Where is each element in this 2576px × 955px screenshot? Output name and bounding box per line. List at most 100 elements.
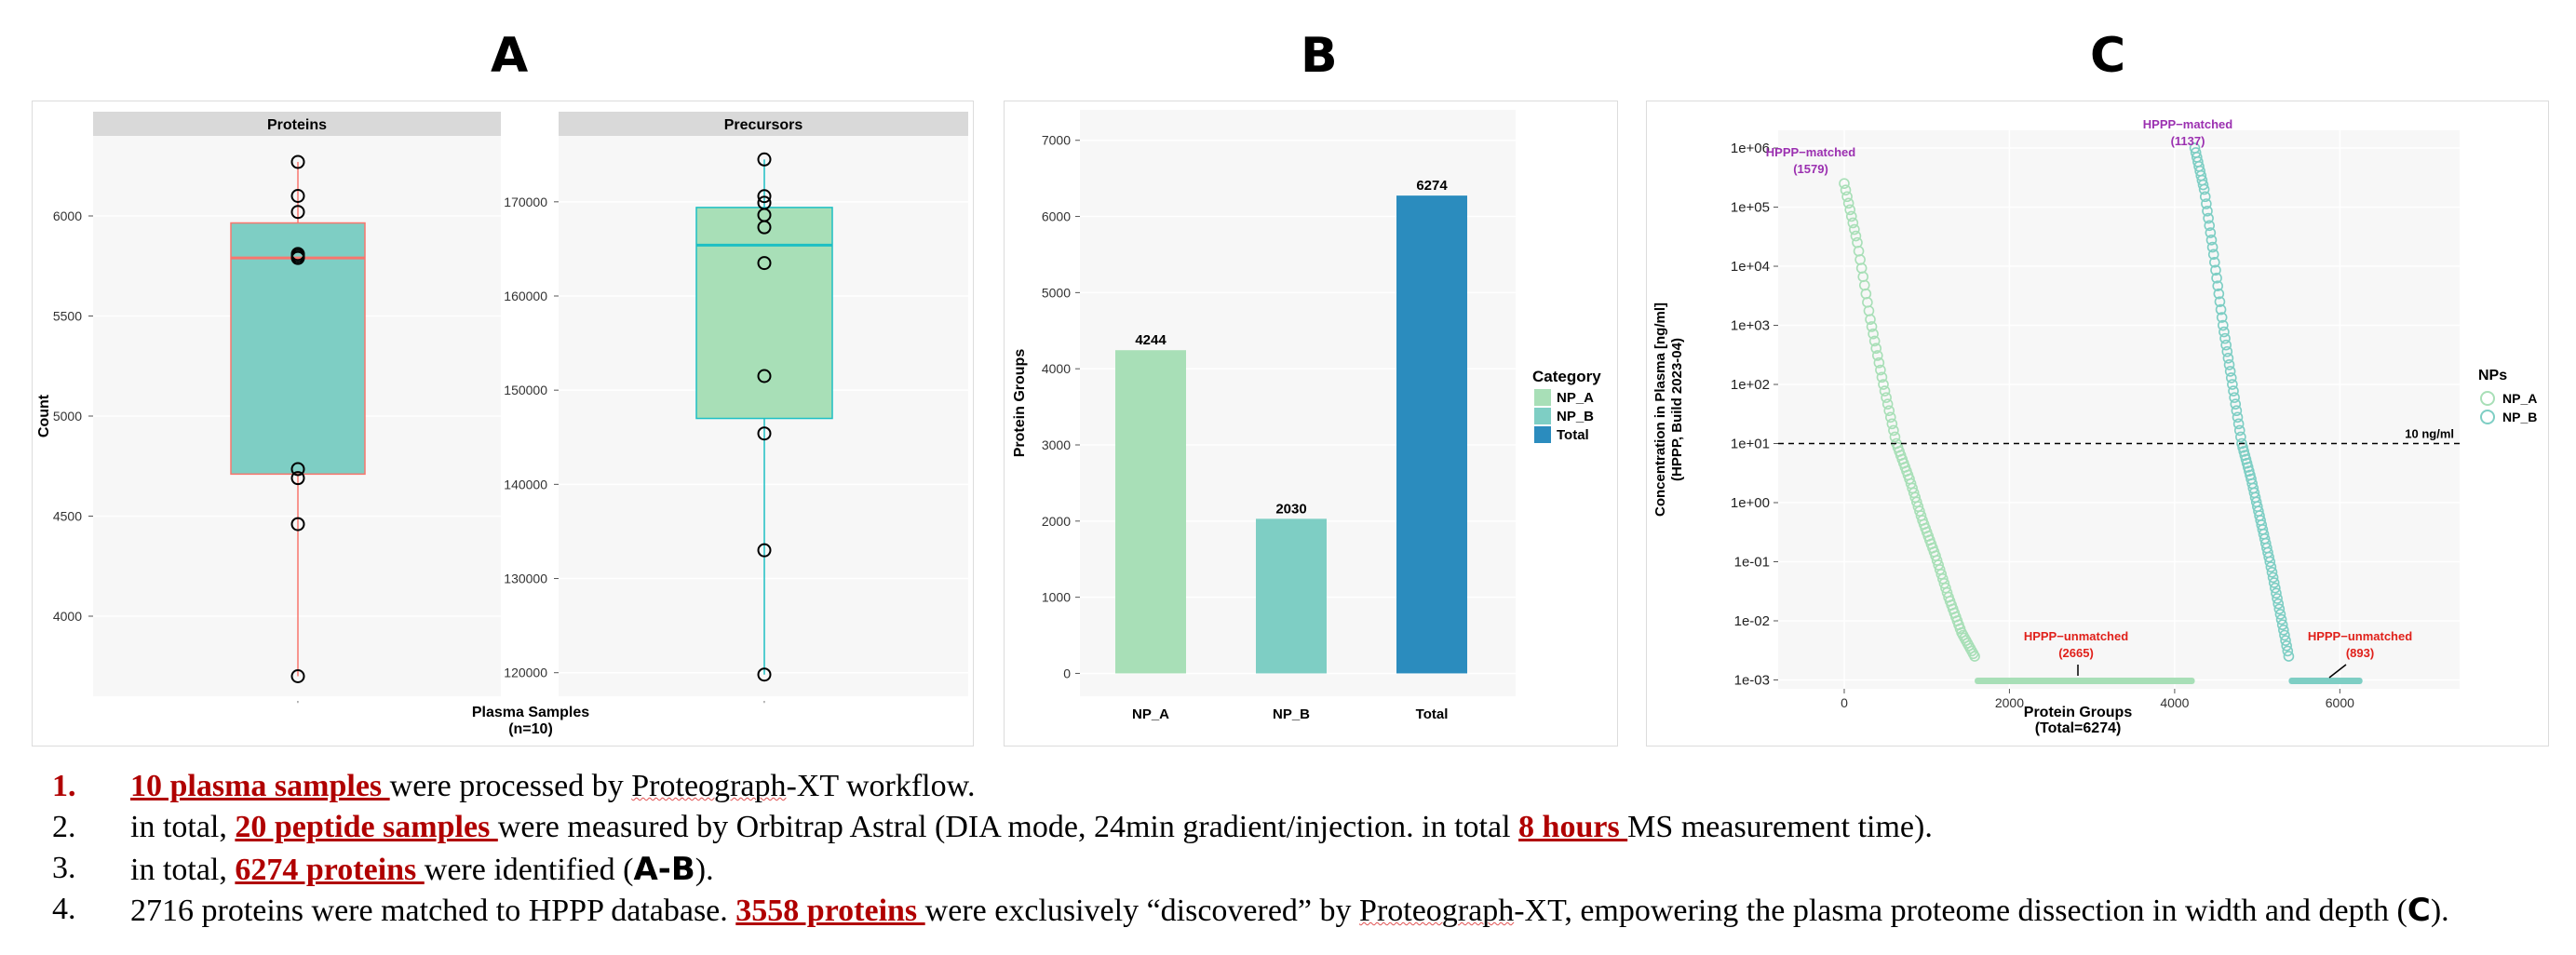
bar-np_b bbox=[1256, 518, 1327, 674]
unmatched-band-np_a bbox=[1975, 678, 2195, 684]
data-point bbox=[290, 471, 305, 486]
point-np_a bbox=[1881, 398, 1894, 410]
annotation-label: HPPP−matched bbox=[1766, 145, 1856, 159]
legend-label: NP_B bbox=[2502, 410, 2537, 424]
point-np_b bbox=[2215, 303, 2227, 316]
legend-label: NP_B bbox=[1557, 409, 1594, 424]
summary-item-number: 1. bbox=[52, 769, 76, 803]
highlighted-figure: 20 peptide samples bbox=[235, 810, 498, 844]
point-np_a bbox=[1873, 356, 1885, 369]
plot-bg bbox=[1778, 130, 2460, 689]
point-np_b bbox=[2209, 256, 2220, 268]
point-np_b bbox=[2214, 296, 2226, 307]
point-np_a bbox=[1841, 191, 1853, 203]
y-tick-label: 5500 bbox=[53, 309, 82, 324]
panel-a-boxplots: Proteins 4000 4500 5000 5500 6000 ' Precursors 1… bbox=[36, 112, 968, 737]
point-np_b bbox=[2203, 212, 2214, 224]
data-point bbox=[757, 667, 772, 682]
point-np_a bbox=[1881, 392, 1892, 403]
y-tick-label: 1e+06 bbox=[1731, 141, 1770, 156]
point-np_b bbox=[2198, 183, 2210, 195]
point-np_a bbox=[1850, 230, 1862, 242]
unmatched-band-np_b bbox=[2288, 678, 2363, 684]
point-np_b bbox=[2283, 651, 2295, 662]
text-segment: were measured by Orbitrap Astral (DIA mo… bbox=[497, 810, 1519, 844]
point-np_b bbox=[2232, 418, 2245, 430]
point-np_b bbox=[2265, 561, 2277, 572]
x-axis-label-line2: (Total=6274) bbox=[2035, 720, 2122, 736]
text-segment: were exclusively “discovered” by bbox=[924, 894, 1360, 928]
legend-marker bbox=[2480, 391, 2495, 406]
annotation-count: (1579) bbox=[1793, 162, 1828, 176]
text-segment: were identified ( bbox=[424, 853, 634, 887]
x-tick-label: 2000 bbox=[1995, 695, 2024, 710]
point-np_a bbox=[1844, 204, 1856, 216]
point-np_a bbox=[1871, 350, 1883, 361]
text-segment: in total, bbox=[130, 810, 236, 844]
point-np_b bbox=[2279, 629, 2290, 641]
text-segment: MS measurement time). bbox=[1627, 810, 1933, 844]
data-point bbox=[757, 256, 772, 271]
data-point bbox=[757, 195, 772, 210]
panel-b-bar-chart: 0 1000 2000 3000 4000 5000 6000 7000 4244 NP_A 203… bbox=[1012, 132, 1602, 722]
point-np_a bbox=[1879, 385, 1891, 397]
reference-line-label: 10 ng/ml bbox=[2405, 427, 2454, 441]
y-axis-label: Count bbox=[36, 394, 52, 437]
y-tick-label: 7000 bbox=[1042, 133, 1071, 148]
point-np_b bbox=[2206, 241, 2219, 253]
legend-label: NP_A bbox=[1557, 390, 1594, 406]
point-np_b bbox=[2210, 264, 2221, 276]
point-np_a bbox=[1839, 178, 1850, 189]
data-point bbox=[290, 189, 305, 203]
y-tick-label: 150000 bbox=[504, 383, 547, 397]
point-np_b bbox=[2199, 191, 2211, 203]
legend-title: Category bbox=[1532, 368, 1601, 385]
point-np_b bbox=[2222, 352, 2234, 364]
point-np_a bbox=[1886, 418, 1898, 430]
annotation-label: HPPP−matched bbox=[2143, 117, 2233, 131]
facet-strip bbox=[559, 112, 968, 136]
y-tick-label: 6000 bbox=[1042, 209, 1071, 224]
x-tick-label: 0 bbox=[1841, 695, 1848, 710]
panel-c-scatter-chart: 0 2000 4000 6000 1e-03 1e-02 1e-01 1e+00 1e+01 1e… bbox=[1652, 117, 2537, 736]
point-np_a bbox=[1840, 184, 1852, 195]
point-np_b bbox=[2273, 603, 2286, 615]
legend-swatch bbox=[1534, 389, 1551, 406]
data-point bbox=[757, 543, 772, 558]
point-np_b bbox=[2270, 582, 2281, 594]
annotation-count: (2665) bbox=[2058, 646, 2094, 660]
point-np_a bbox=[1883, 405, 1895, 417]
point-np_a bbox=[1866, 321, 1878, 332]
text-segment: -XT workflow. bbox=[786, 769, 976, 803]
x-axis-label-line2: (n=10) bbox=[508, 721, 553, 737]
point-np_b bbox=[2223, 359, 2235, 370]
point-np_b bbox=[2211, 272, 2222, 284]
panel-label-b: B bbox=[1301, 28, 1338, 84]
data-point bbox=[290, 247, 305, 262]
point-np_b bbox=[2205, 235, 2218, 246]
y-tick-label: 1e+03 bbox=[1731, 318, 1770, 334]
y-tick-label: 3000 bbox=[1042, 437, 1071, 452]
point-np_a bbox=[1884, 411, 1896, 424]
y-tick-label: 1e-01 bbox=[1734, 554, 1770, 570]
text-segment: -XT, empowering the plasma proteome diss… bbox=[1514, 894, 2407, 928]
text-segment: ). bbox=[695, 853, 714, 887]
point-np_b bbox=[2235, 431, 2246, 443]
x-axis-label: Plasma Samples bbox=[472, 705, 589, 720]
point-np_b bbox=[2273, 598, 2285, 610]
highlighted-figure: 6274 proteins bbox=[235, 853, 425, 887]
data-point bbox=[757, 189, 772, 204]
point-np_b bbox=[2282, 645, 2294, 657]
point-np_b bbox=[2225, 372, 2237, 383]
point-np_a bbox=[1878, 379, 1889, 390]
point-np_b bbox=[2276, 619, 2288, 631]
y-tick-label: 0 bbox=[1063, 666, 1071, 680]
y-tick-label: 1000 bbox=[1042, 590, 1071, 605]
legend-label: NP_A bbox=[2502, 391, 2537, 406]
annotation-label: HPPP−unmatched bbox=[2308, 629, 2412, 643]
point-np_b bbox=[2221, 345, 2233, 357]
point-np_a bbox=[1868, 328, 1879, 340]
point-np_b bbox=[2227, 379, 2238, 390]
point-np_b bbox=[2267, 572, 2279, 584]
y-tick-label: 1e-03 bbox=[1734, 672, 1770, 688]
